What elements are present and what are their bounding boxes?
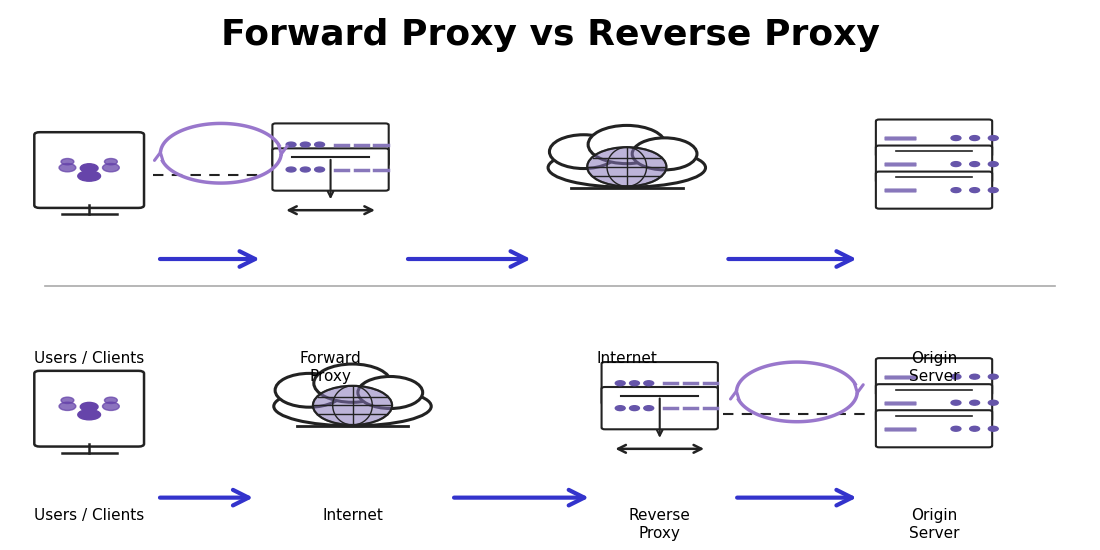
- FancyBboxPatch shape: [34, 132, 144, 208]
- Circle shape: [60, 158, 74, 165]
- Circle shape: [970, 400, 980, 405]
- Circle shape: [80, 403, 98, 411]
- Circle shape: [286, 142, 296, 147]
- Circle shape: [358, 377, 422, 409]
- Circle shape: [629, 381, 639, 386]
- FancyBboxPatch shape: [876, 119, 992, 157]
- Text: Origin
Server: Origin Server: [909, 509, 959, 541]
- Text: Forward
Proxy: Forward Proxy: [299, 351, 362, 383]
- Circle shape: [615, 381, 625, 386]
- FancyBboxPatch shape: [602, 362, 718, 404]
- Circle shape: [275, 373, 343, 407]
- Circle shape: [632, 138, 697, 170]
- FancyBboxPatch shape: [273, 123, 388, 166]
- Ellipse shape: [59, 163, 76, 172]
- Circle shape: [988, 426, 998, 431]
- Circle shape: [286, 167, 296, 172]
- Circle shape: [315, 142, 324, 147]
- Circle shape: [952, 400, 961, 405]
- FancyBboxPatch shape: [876, 384, 992, 421]
- Ellipse shape: [78, 410, 100, 420]
- Circle shape: [952, 426, 961, 431]
- Circle shape: [988, 188, 998, 192]
- Circle shape: [300, 142, 310, 147]
- Circle shape: [80, 164, 98, 173]
- Text: Internet: Internet: [322, 509, 383, 524]
- Text: Internet: Internet: [596, 351, 657, 366]
- Circle shape: [970, 188, 980, 192]
- Circle shape: [644, 406, 653, 411]
- Circle shape: [300, 167, 310, 172]
- FancyBboxPatch shape: [876, 146, 992, 183]
- FancyBboxPatch shape: [602, 387, 718, 430]
- FancyBboxPatch shape: [876, 358, 992, 395]
- Circle shape: [988, 374, 998, 379]
- FancyBboxPatch shape: [876, 410, 992, 447]
- Ellipse shape: [59, 402, 76, 410]
- Circle shape: [952, 188, 961, 192]
- Text: Users / Clients: Users / Clients: [34, 509, 144, 524]
- Ellipse shape: [548, 148, 705, 187]
- Circle shape: [60, 397, 74, 404]
- Circle shape: [970, 162, 980, 167]
- Circle shape: [644, 381, 653, 386]
- Circle shape: [549, 135, 618, 168]
- Circle shape: [952, 374, 961, 379]
- FancyBboxPatch shape: [34, 371, 144, 447]
- FancyBboxPatch shape: [273, 148, 388, 191]
- FancyBboxPatch shape: [876, 172, 992, 208]
- Circle shape: [104, 397, 118, 404]
- Circle shape: [315, 167, 324, 172]
- Text: Origin
Server: Origin Server: [909, 351, 959, 383]
- Circle shape: [312, 386, 392, 425]
- Circle shape: [970, 374, 980, 379]
- Circle shape: [988, 136, 998, 140]
- Circle shape: [988, 400, 998, 405]
- Circle shape: [104, 158, 118, 165]
- Circle shape: [970, 136, 980, 140]
- Ellipse shape: [78, 171, 100, 181]
- Circle shape: [988, 162, 998, 167]
- Circle shape: [952, 162, 961, 167]
- Circle shape: [588, 125, 666, 164]
- Circle shape: [952, 136, 961, 140]
- Ellipse shape: [274, 387, 431, 426]
- Text: Reverse
Proxy: Reverse Proxy: [629, 509, 691, 541]
- Circle shape: [587, 147, 667, 186]
- Circle shape: [314, 364, 392, 402]
- Text: Forward Proxy vs Reverse Proxy: Forward Proxy vs Reverse Proxy: [221, 18, 879, 52]
- Ellipse shape: [102, 402, 119, 410]
- Circle shape: [615, 406, 625, 411]
- Ellipse shape: [102, 163, 119, 172]
- Text: Users / Clients: Users / Clients: [34, 351, 144, 366]
- Circle shape: [629, 406, 639, 411]
- Circle shape: [970, 426, 980, 431]
